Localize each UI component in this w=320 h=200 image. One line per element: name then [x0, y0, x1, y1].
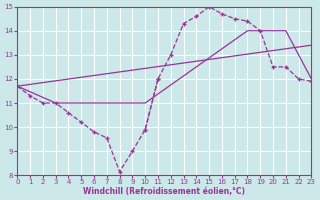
- X-axis label: Windchill (Refroidissement éolien,°C): Windchill (Refroidissement éolien,°C): [84, 187, 245, 196]
